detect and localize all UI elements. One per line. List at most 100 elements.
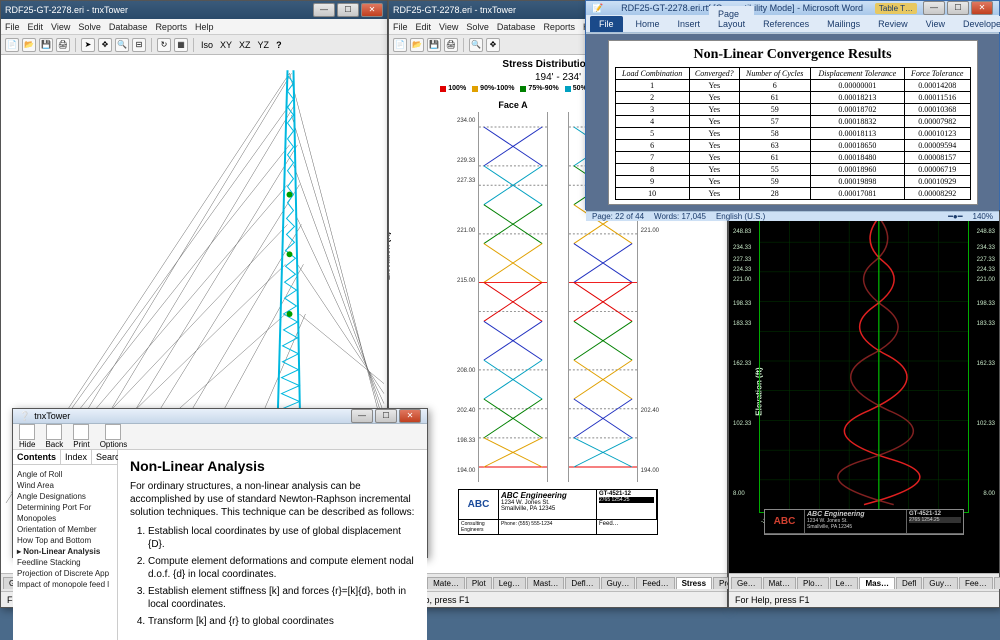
view-xy[interactable]: XY (218, 40, 234, 50)
menu-view[interactable]: View (439, 22, 458, 32)
tree-item[interactable]: Monopoles (17, 513, 113, 524)
help-back-button[interactable]: Back (45, 424, 63, 449)
help-options-button[interactable]: Options (100, 424, 128, 449)
tab-leg[interactable]: Leg… (493, 577, 526, 589)
word-document-area[interactable]: Non-Linear Convergence Results Load Comb… (586, 34, 999, 211)
status-words[interactable]: Words: 17,045 (654, 212, 706, 221)
ribbon-pagelayout[interactable]: Page Layout (709, 6, 754, 32)
print-icon[interactable]: 🖨 (56, 38, 70, 52)
help-hide-button[interactable]: Hide (19, 424, 35, 449)
help-print-button[interactable]: Print (73, 424, 89, 449)
pointer-icon[interactable]: ➤ (81, 38, 95, 52)
new-icon[interactable]: 📄 (393, 38, 407, 52)
ribbon-view[interactable]: View (917, 16, 954, 32)
menu-database[interactable]: Database (109, 22, 148, 32)
close-button[interactable]: ✕ (971, 1, 993, 15)
pan-icon[interactable]: ✥ (98, 38, 112, 52)
nav-contents[interactable]: Contents (13, 450, 61, 464)
table-row: 8Yes550.000189600.00006719 (615, 164, 970, 176)
tab-defl[interactable]: Defl (896, 577, 922, 589)
open-icon[interactable]: 📂 (22, 38, 36, 52)
tab-mate[interactable]: Mate… (427, 577, 465, 589)
maximize-button[interactable]: ☐ (375, 409, 397, 423)
menu-file[interactable]: File (393, 22, 408, 32)
tree-item[interactable]: Wind Area (17, 480, 113, 491)
nav-index[interactable]: Index (61, 450, 92, 464)
tab-st[interactable]: St… (994, 577, 1000, 589)
tab-mast[interactable]: Mast… (527, 577, 564, 589)
menu-reports[interactable]: Reports (543, 22, 575, 32)
help-icon: ❔ (19, 411, 30, 422)
tree-item[interactable]: Angle Designations (17, 491, 113, 502)
menu-edit[interactable]: Edit (416, 22, 432, 32)
tab-feed[interactable]: Feed… (636, 577, 674, 589)
close-button[interactable]: ✕ (399, 409, 421, 423)
view-iso[interactable]: Iso (199, 40, 215, 50)
menu-solve[interactable]: Solve (78, 22, 101, 32)
menu-view[interactable]: View (51, 22, 70, 32)
tree-item[interactable]: Angle of Roll (17, 469, 113, 480)
minimize-button[interactable]: — (923, 1, 945, 15)
tab-mas[interactable]: Mas… (859, 577, 895, 589)
maximize-button[interactable]: ☐ (337, 3, 359, 17)
word-titlebar: 📝 RDF25-GT-2278.eri.rtf [Compatibility M… (586, 1, 999, 15)
pan-icon[interactable]: ✥ (486, 38, 500, 52)
close-button[interactable]: ✕ (361, 3, 383, 17)
tree-item[interactable]: How Top and Bottom (17, 535, 113, 546)
ribbon-home[interactable]: Home (627, 16, 669, 32)
zoom-out-icon[interactable]: ⊟ (132, 38, 146, 52)
ribbon-review[interactable]: Review (869, 16, 917, 32)
menu-reports[interactable]: Reports (155, 22, 187, 32)
save-icon[interactable]: 💾 (427, 38, 441, 52)
tree-item[interactable]: Orientation of Member (17, 524, 113, 535)
tab-defl[interactable]: Defl… (565, 577, 599, 589)
status-page[interactable]: Page: 22 of 44 (592, 212, 644, 221)
view-xz[interactable]: XZ (237, 40, 253, 50)
tnx3-statusbar: For Help, press F1 (729, 591, 999, 607)
minimize-button[interactable]: — (313, 3, 335, 17)
save-icon[interactable]: 💾 (39, 38, 53, 52)
tab-plot[interactable]: Plot (466, 577, 492, 589)
help-tree[interactable]: Angle of Roll Wind Area Angle Designatio… (13, 465, 117, 640)
grid-icon[interactable]: ▦ (174, 38, 188, 52)
tree-item[interactable]: Feedline Stacking (17, 557, 113, 568)
tree-item[interactable]: Projection of Discrete App (17, 568, 113, 579)
tab-guy[interactable]: Guy… (601, 577, 636, 589)
zoom-in-icon[interactable]: 🔍 (115, 38, 129, 52)
tab-fee[interactable]: Fee… (959, 577, 993, 589)
print-icon[interactable]: 🖨 (444, 38, 458, 52)
open-icon[interactable]: 📂 (410, 38, 424, 52)
view-yz[interactable]: YZ (256, 40, 272, 50)
tree-item[interactable]: ▸ Non-Linear Analysis (17, 546, 113, 557)
menu-edit[interactable]: Edit (28, 22, 44, 32)
maximize-button[interactable]: ☐ (947, 1, 969, 15)
zoom-icon[interactable]: 🔍 (469, 38, 483, 52)
tab-stress[interactable]: Stress (676, 577, 712, 589)
new-icon[interactable]: 📄 (5, 38, 19, 52)
minimize-button[interactable]: — (351, 409, 373, 423)
status-lang[interactable]: English (U.S.) (716, 212, 765, 221)
menu-file[interactable]: File (5, 22, 20, 32)
help-toolbar: Hide Back Print Options (13, 424, 427, 450)
ribbon-developer[interactable]: Developer (954, 16, 1000, 32)
company-logo: ABC (765, 510, 805, 533)
rotate-icon[interactable]: ↻ (157, 38, 171, 52)
tab-ge[interactable]: Ge… (731, 577, 762, 589)
menu-database[interactable]: Database (497, 22, 536, 32)
tab-guy[interactable]: Guy… (923, 577, 958, 589)
ribbon-insert[interactable]: Insert (669, 16, 710, 32)
ribbon-file[interactable]: File (590, 16, 623, 32)
ribbon-mailings[interactable]: Mailings (818, 16, 869, 32)
tree-item[interactable]: Determining Port For (17, 502, 113, 513)
menu-help[interactable]: Help (195, 22, 214, 32)
tree-item[interactable]: Impact of monopole feed l (17, 579, 113, 590)
zoom-slider[interactable]: ━●━ (948, 212, 962, 221)
menu-solve[interactable]: Solve (466, 22, 489, 32)
help-icon[interactable]: ? (274, 40, 284, 50)
status-zoom[interactable]: 140% (973, 212, 993, 221)
tnx3-canvas[interactable]: Elevation (ft) 268.00 268.00 (729, 201, 999, 573)
tab-le[interactable]: Le… (830, 577, 859, 589)
ribbon-references[interactable]: References (754, 16, 818, 32)
tab-plo[interactable]: Plo… (797, 577, 829, 589)
tab-mat[interactable]: Mat… (763, 577, 796, 589)
